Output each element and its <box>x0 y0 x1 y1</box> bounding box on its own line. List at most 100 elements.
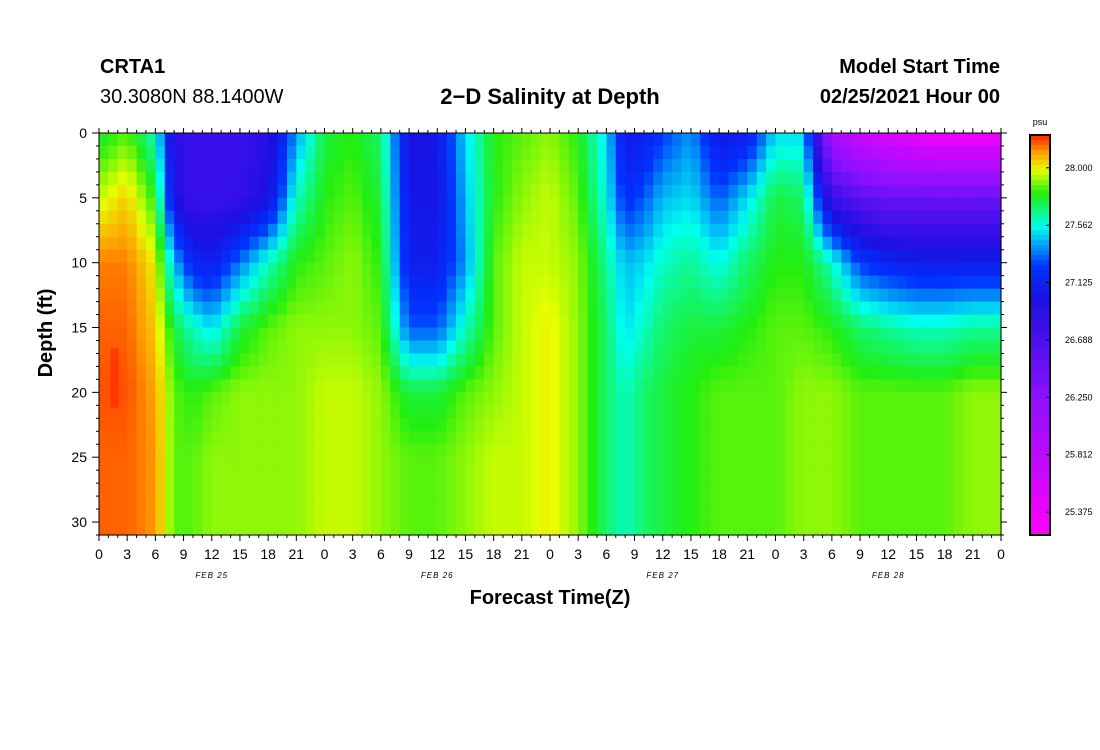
heatmap-cell <box>775 223 786 238</box>
heatmap-cell <box>766 262 777 277</box>
heatmap-cell <box>277 145 288 160</box>
heatmap-cell <box>174 301 185 316</box>
heatmap-cell <box>756 483 767 497</box>
heatmap-cell <box>456 379 467 393</box>
heatmap-cell <box>503 418 514 432</box>
heatmap-cell <box>352 171 363 186</box>
heatmap-cell <box>907 158 918 173</box>
heatmap-cell <box>653 405 664 419</box>
heatmap-cell <box>972 275 983 290</box>
heatmap-cell <box>747 522 758 536</box>
x-tick-label: 21 <box>289 546 305 562</box>
heatmap-cell <box>615 379 626 393</box>
heatmap-cell <box>465 145 476 160</box>
heatmap-cell <box>822 133 833 147</box>
heatmap-cell <box>972 444 983 458</box>
heatmap-cell <box>202 509 213 523</box>
heatmap-cell <box>925 158 936 173</box>
heatmap-cell <box>944 496 955 510</box>
heatmap-cell <box>521 483 532 497</box>
day-label: FEB 25 <box>195 571 228 580</box>
heatmap-cell <box>766 457 777 471</box>
heatmap-cell <box>296 327 307 342</box>
heatmap-cell <box>860 210 871 225</box>
heatmap-cell <box>512 496 523 510</box>
heatmap-cell <box>822 418 833 432</box>
heatmap-cell <box>559 353 570 368</box>
heatmap-cell <box>221 353 232 368</box>
heatmap-cell <box>155 210 166 225</box>
heatmap-cell <box>578 509 589 523</box>
heatmap-cell <box>390 522 401 536</box>
heatmap-cell <box>925 379 936 393</box>
heatmap-cell <box>239 275 250 290</box>
colorbar-unit: psu <box>1033 117 1048 127</box>
heatmap-cell <box>559 197 570 212</box>
heatmap-cell <box>474 418 485 432</box>
heatmap-cell <box>296 457 307 471</box>
heatmap-cell <box>202 405 213 419</box>
heatmap-cell <box>145 249 156 264</box>
heatmap-cell <box>390 353 401 368</box>
heatmap-cell <box>305 171 316 186</box>
heatmap-cell <box>784 470 795 484</box>
colorbar-segment <box>1030 375 1050 381</box>
heatmap-cell <box>192 158 203 173</box>
heatmap-cell <box>578 249 589 264</box>
heatmap-cell <box>643 133 654 147</box>
x-tick-label: 3 <box>349 546 357 562</box>
heatmap-cell <box>897 133 908 147</box>
heatmap-cell <box>869 249 880 264</box>
heatmap-cell <box>465 262 476 277</box>
heatmap-cell <box>925 405 936 419</box>
heatmap-cell <box>737 301 748 316</box>
heatmap-cell <box>578 314 589 329</box>
heatmap-cell <box>925 275 936 290</box>
heatmap-cell <box>719 392 730 406</box>
heatmap-cell <box>418 392 429 406</box>
heatmap-cell <box>418 509 429 523</box>
heatmap-cell <box>239 483 250 497</box>
heatmap-cell <box>531 288 542 303</box>
heatmap-cell <box>634 509 645 523</box>
heatmap-cell <box>813 418 824 432</box>
heatmap-cell <box>117 340 128 355</box>
heatmap-cell <box>991 353 1002 368</box>
heatmap-cell <box>756 366 767 380</box>
heatmap-cell <box>239 392 250 406</box>
heatmap-cell <box>399 327 410 342</box>
heatmap-cell <box>803 184 814 199</box>
heatmap-cell <box>324 314 335 329</box>
heatmap-cell <box>709 327 720 342</box>
heatmap-cell <box>324 210 335 225</box>
heatmap-cell <box>850 262 861 277</box>
heatmap-cell <box>512 133 523 147</box>
heatmap-cell <box>784 301 795 316</box>
heatmap-cell <box>775 145 786 160</box>
heatmap-cell <box>211 353 222 368</box>
heatmap-cell <box>239 327 250 342</box>
heatmap-cell <box>719 496 730 510</box>
heatmap-cell <box>869 133 880 147</box>
heatmap-cell <box>719 197 730 212</box>
heatmap-cell <box>709 288 720 303</box>
heatmap-cell <box>766 444 777 458</box>
heatmap-cell <box>108 145 119 160</box>
heatmap-cell <box>737 392 748 406</box>
heatmap-cell <box>672 184 683 199</box>
heatmap-cell <box>944 236 955 251</box>
heatmap-cell <box>719 431 730 445</box>
heatmap-cell <box>972 301 983 316</box>
heatmap-cell <box>784 353 795 368</box>
heatmap-cell <box>568 210 579 225</box>
heatmap-cell <box>878 470 889 484</box>
heatmap-cell <box>709 210 720 225</box>
heatmap-cell <box>456 418 467 432</box>
heatmap-cell <box>512 509 523 523</box>
heatmap-cell <box>550 431 560 445</box>
heatmap-cell <box>954 418 965 432</box>
heatmap-cell <box>784 314 795 329</box>
heatmap-cell <box>662 444 673 458</box>
heatmap-cell <box>568 249 579 264</box>
heatmap-cell <box>596 483 607 497</box>
